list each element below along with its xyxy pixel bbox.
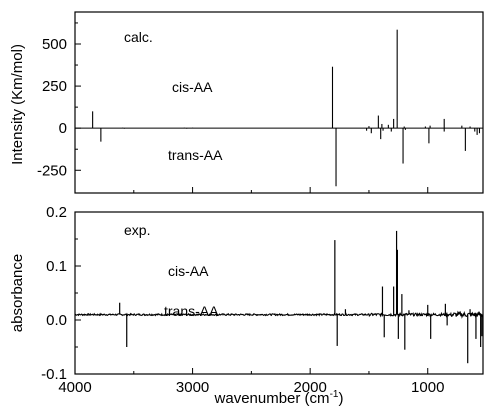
calculated-spectrum-panel: -250 0 250 500 Intensity (Km/mol) calc. cis… [9,11,484,194]
top-ytick-label-2: 250 [42,78,67,95]
bottom-cis-aa-label: cis-AA [168,263,209,279]
x-axis-label-superscript: -1 [330,389,339,400]
bottom-ytick-label-0: -0.1 [41,366,67,383]
bottom-ytick-label-3: 0.2 [46,204,67,221]
xtick-label-3: 1000 [411,379,444,396]
experimental-spectrum-panel: -0.1 0.0 0.1 0.2 4000 3000 2000 1000 absorbanc… [9,187,484,407]
top-y-ticks: -250 0 250 500 [37,22,81,179]
bottom-ytick-label-1: 0.0 [46,312,67,329]
top-cis-aa-label: cis-AA [172,79,213,95]
top-ytick-label-1: 0 [59,120,67,137]
experimental-spectrum-trace [74,230,484,364]
top-trans-aa-label: trans-AA [168,147,223,163]
xtick-label-2: 2000 [293,379,326,396]
exp-label: exp. [124,222,150,238]
exp-baseline-trace [74,310,484,319]
bottom-trans-aa-label: trans-AA [164,303,219,319]
calculated-stick-lines [75,29,483,187]
top-plot-frame [74,11,484,194]
x-axis-label: wavenumber (cm-1) [214,389,344,407]
x-ticks: 4000 3000 2000 1000 [58,187,444,396]
calc-label: calc. [124,29,153,45]
bottom-y-ticks: -0.1 0.0 0.1 0.2 [41,204,81,383]
top-ytick-label-0: -250 [37,162,67,179]
top-y-axis-label: Intensity (Km/mol) [9,44,26,165]
bottom-ytick-label-2: 0.1 [46,258,67,275]
xtick-label-1: 3000 [176,379,209,396]
x-axis-label-text: wavenumber (cm [214,390,330,407]
bottom-y-axis-label: absorbance [9,254,26,332]
xtick-label-0: 4000 [58,379,91,396]
x-axis-label-close: ) [338,390,343,407]
top-ytick-label-3: 500 [42,36,67,53]
